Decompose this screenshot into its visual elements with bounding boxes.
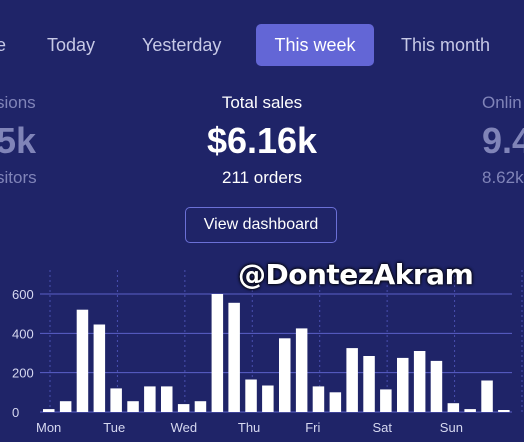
y-tick-label: 200 — [12, 366, 34, 381]
stat-online-partial: Onlin 9.4 8.62k — [482, 92, 524, 190]
watermark-text: @DontezAkram — [238, 258, 474, 291]
stat-total-sales-label: Total sales — [221, 93, 303, 112]
chart-bar — [177, 404, 190, 412]
tab-this-month[interactable]: This month — [401, 35, 491, 55]
chart-bar — [464, 409, 476, 412]
chart-bar — [144, 386, 156, 412]
chart-bar — [397, 357, 409, 412]
stat-online-value: 9.4 — [482, 120, 524, 161]
chart-bar — [194, 401, 207, 412]
chart-bar — [380, 389, 392, 412]
y-tick-label: 0 — [12, 405, 19, 420]
chart-bar — [312, 386, 325, 412]
x-tick-label: Thu — [238, 420, 260, 435]
weekly-sales-chart: 0 200 400 600 Mon Tue Wed Thu Fri Sat Sun — [12, 270, 523, 435]
stat-sessions-value: 5k — [0, 120, 37, 161]
stat-total-sales: Total sales $6.16k 211 orders — [192, 92, 332, 190]
x-tick-label: Sun — [440, 420, 463, 435]
tab-partial-left[interactable]: e — [0, 35, 7, 55]
chart-bar — [346, 348, 358, 412]
chart-bar — [279, 338, 291, 413]
chart-bar — [59, 401, 72, 412]
tab-yesterday[interactable]: Yesterday — [142, 35, 222, 55]
chart-bar — [43, 409, 55, 412]
view-dashboard-button[interactable]: View dashboard — [185, 207, 337, 243]
stat-sessions-sub: sitors — [0, 168, 37, 187]
tab-this-week[interactable]: This week — [256, 24, 374, 66]
stat-sessions-label: sions — [0, 93, 36, 112]
x-tick-label: Sat — [373, 420, 393, 435]
chart-bar — [127, 401, 139, 412]
chart-bar — [481, 380, 493, 412]
stat-online-sub: 8.62k — [482, 168, 524, 187]
date-range-tabs: e Today Yesterday This week This month — [0, 24, 524, 66]
y-tick-label: 600 — [12, 287, 34, 302]
chart-bar — [245, 379, 257, 412]
stat-online-label: Onlin — [482, 93, 522, 112]
chart-bar — [295, 328, 308, 412]
chart-bar — [329, 392, 342, 412]
chart-bar — [262, 385, 274, 412]
x-tick-label: Tue — [103, 420, 125, 435]
stat-sessions-partial: sions 5k sitors — [0, 92, 37, 190]
x-tick-label: Wed — [171, 420, 198, 435]
chart-y-axis-labels: 0 200 400 600 — [12, 287, 34, 420]
chart-bar — [76, 309, 89, 412]
chart-x-axis-labels: Mon Tue Wed Thu Fri Sat Sun — [36, 420, 463, 435]
chart-bar — [93, 324, 106, 412]
chart-bar — [430, 360, 443, 412]
chart-bar — [211, 294, 224, 412]
tab-today[interactable]: Today — [47, 35, 96, 55]
stat-total-sales-value: $6.16k — [206, 120, 318, 161]
stat-total-sales-orders: 211 orders — [221, 168, 302, 187]
chart-bar — [110, 388, 122, 412]
chart-bar — [447, 403, 460, 412]
chart-bar — [413, 351, 426, 412]
chart-bar — [363, 356, 375, 412]
chart-bar — [498, 410, 510, 412]
y-tick-label: 400 — [12, 326, 34, 341]
x-tick-label: Fri — [305, 420, 320, 435]
chart-grid — [40, 270, 523, 413]
chart-bars — [43, 294, 510, 413]
chart-bar — [228, 302, 240, 412]
chart-bar — [161, 386, 173, 412]
x-tick-label: Mon — [36, 420, 61, 435]
